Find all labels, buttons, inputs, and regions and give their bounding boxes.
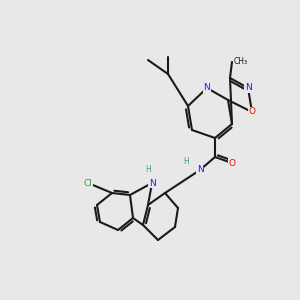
Text: H: H xyxy=(145,166,151,175)
Text: O: O xyxy=(248,107,256,116)
Text: N: N xyxy=(244,83,251,92)
Text: N: N xyxy=(148,178,155,188)
Text: Cl: Cl xyxy=(84,178,92,188)
Text: CH₃: CH₃ xyxy=(234,58,248,67)
Text: N: N xyxy=(196,166,203,175)
Text: O: O xyxy=(229,158,236,167)
Text: N: N xyxy=(204,83,210,92)
Text: H: H xyxy=(183,158,189,166)
